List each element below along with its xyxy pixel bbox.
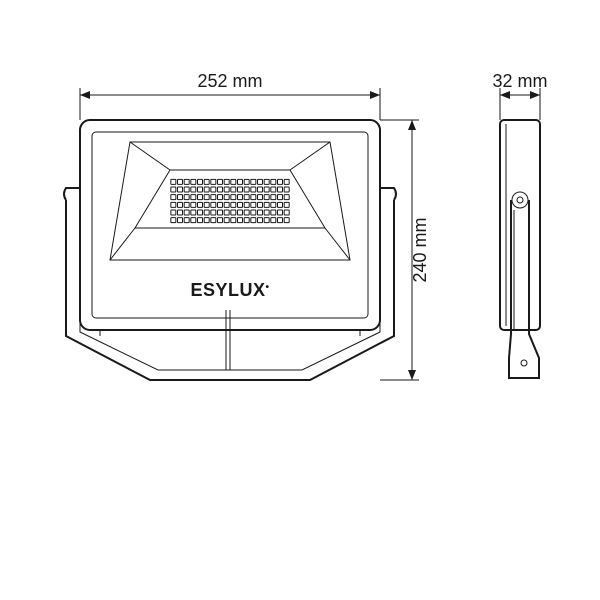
dim-width-label: 252 mm	[197, 71, 262, 91]
side-view	[500, 120, 540, 378]
dim-height-label: 240 mm	[410, 217, 430, 282]
dim-depth-label: 32 mm	[492, 71, 547, 91]
brand-logo: ESYLUX•	[190, 280, 269, 300]
front-view: ESYLUX•	[64, 120, 396, 380]
